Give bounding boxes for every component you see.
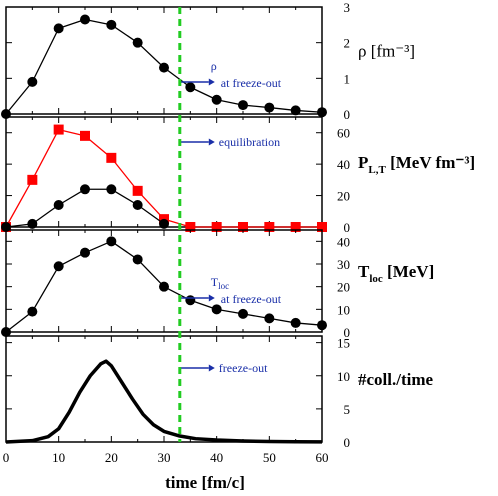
y-tick-label: 10 — [337, 369, 350, 384]
y-tick-label: 40 — [337, 157, 350, 172]
data-point — [211, 304, 222, 315]
data-point — [106, 19, 117, 30]
data-point — [106, 236, 117, 247]
arrow-head — [208, 364, 215, 372]
data-point — [238, 100, 248, 111]
panel-1: 0 1 2 3 ρ [fm⁻³] ρ at freeze-out — [1, 0, 415, 122]
data-point — [132, 185, 143, 196]
x-tick-label: 0 — [3, 450, 10, 465]
data-point — [185, 295, 196, 306]
y-axis-label: #coll./time — [358, 370, 434, 389]
panels: 0 1 2 3 ρ [fm⁻³] ρ at freeze-out 0 20 40 60 PL,T [M… — [1, 0, 475, 450]
panel-frame — [5, 6, 323, 115]
annotation-text: ρ — [211, 59, 217, 73]
panel-2: 0 20 40 60 PL,T [MeV fm⁻³] equilibration — [1, 116, 475, 235]
data-point — [317, 320, 327, 331]
data-point — [317, 222, 327, 232]
data-point — [27, 218, 38, 229]
data-point — [80, 14, 90, 25]
data-point — [53, 200, 64, 210]
data-point — [53, 124, 64, 135]
y-tick-label: 0 — [344, 325, 351, 340]
data-point — [264, 222, 275, 232]
x-tick-label: 50 — [263, 450, 276, 465]
arrow-head — [208, 78, 215, 86]
data-point — [290, 222, 301, 232]
panel-frame — [5, 229, 323, 333]
panel-4: 0 5 10 15 #coll./time freeze-out — [5, 335, 434, 450]
arrow-head — [208, 138, 215, 146]
data-point — [53, 23, 64, 34]
x-axis-label: time [fm/c] — [165, 473, 245, 492]
annotation: ρ at freeze-out — [180, 59, 282, 90]
series-line — [5, 359, 323, 444]
data-point — [238, 222, 248, 232]
data-point — [106, 152, 117, 163]
data-point — [159, 218, 169, 229]
data-point — [132, 254, 143, 265]
annotation: equilibration — [180, 135, 280, 149]
data-point — [264, 102, 275, 113]
data-point — [132, 200, 143, 210]
panel-frame — [5, 335, 323, 443]
x-tick-label: 40 — [210, 450, 223, 465]
data-point — [27, 306, 38, 317]
data-point — [185, 82, 196, 93]
y-tick-label: 3 — [344, 0, 351, 15]
arrow-head — [208, 294, 215, 302]
data-point — [27, 76, 38, 87]
data-point — [1, 327, 11, 337]
y-tick-label: 20 — [337, 280, 350, 295]
y-tick-label: 40 — [337, 234, 350, 249]
data-point — [53, 261, 64, 272]
y-tick-label: 15 — [337, 336, 350, 351]
data-point — [290, 105, 301, 116]
data-point — [238, 308, 248, 319]
y-tick-label: 1 — [344, 71, 351, 86]
data-point — [211, 94, 222, 105]
data-point — [211, 222, 222, 232]
y-tick-label: 10 — [337, 302, 350, 317]
y-tick-label: 30 — [337, 257, 350, 272]
y-tick-label: 2 — [344, 36, 351, 51]
data-point — [159, 281, 169, 292]
data-point — [80, 184, 90, 195]
data-point — [290, 317, 301, 328]
data-point — [106, 184, 117, 195]
x-tick-label: 20 — [105, 450, 118, 465]
data-point — [317, 107, 327, 118]
annotation-text: at freeze-out — [221, 292, 282, 306]
y-tick-label: 0 — [344, 107, 351, 122]
data-point — [27, 174, 38, 185]
y-axis-label: PL,T [MeV fm⁻³] — [358, 153, 475, 176]
annotation-text: at freeze-out — [221, 76, 282, 90]
y-tick-label: 60 — [337, 126, 350, 141]
annotation-text: Tloc — [211, 275, 229, 291]
data-point — [132, 37, 143, 48]
y-tick-label: 5 — [344, 402, 351, 417]
annotation: freeze-out — [180, 361, 268, 375]
data-point — [80, 130, 90, 141]
panel-frame — [5, 116, 323, 228]
x-tick-label: 10 — [52, 450, 65, 465]
y-tick-label: 0 — [344, 435, 351, 450]
y-tick-label: 20 — [337, 189, 350, 204]
annotation-text: freeze-out — [219, 361, 268, 375]
x-axis: 0 10 20 30 40 50 60 time [fm/c] — [3, 450, 329, 492]
x-tick-label: 30 — [158, 450, 171, 465]
x-tick-label: 60 — [316, 450, 329, 465]
data-point — [159, 62, 169, 73]
data-point — [185, 222, 196, 232]
annotation-text: equilibration — [219, 135, 280, 149]
data-point — [80, 247, 90, 258]
data-point — [264, 313, 275, 324]
y-axis-label: ρ [fm⁻³] — [358, 42, 415, 61]
y-axis-label: Tloc [MeV] — [358, 262, 434, 285]
y-tick-label: 0 — [344, 220, 351, 235]
